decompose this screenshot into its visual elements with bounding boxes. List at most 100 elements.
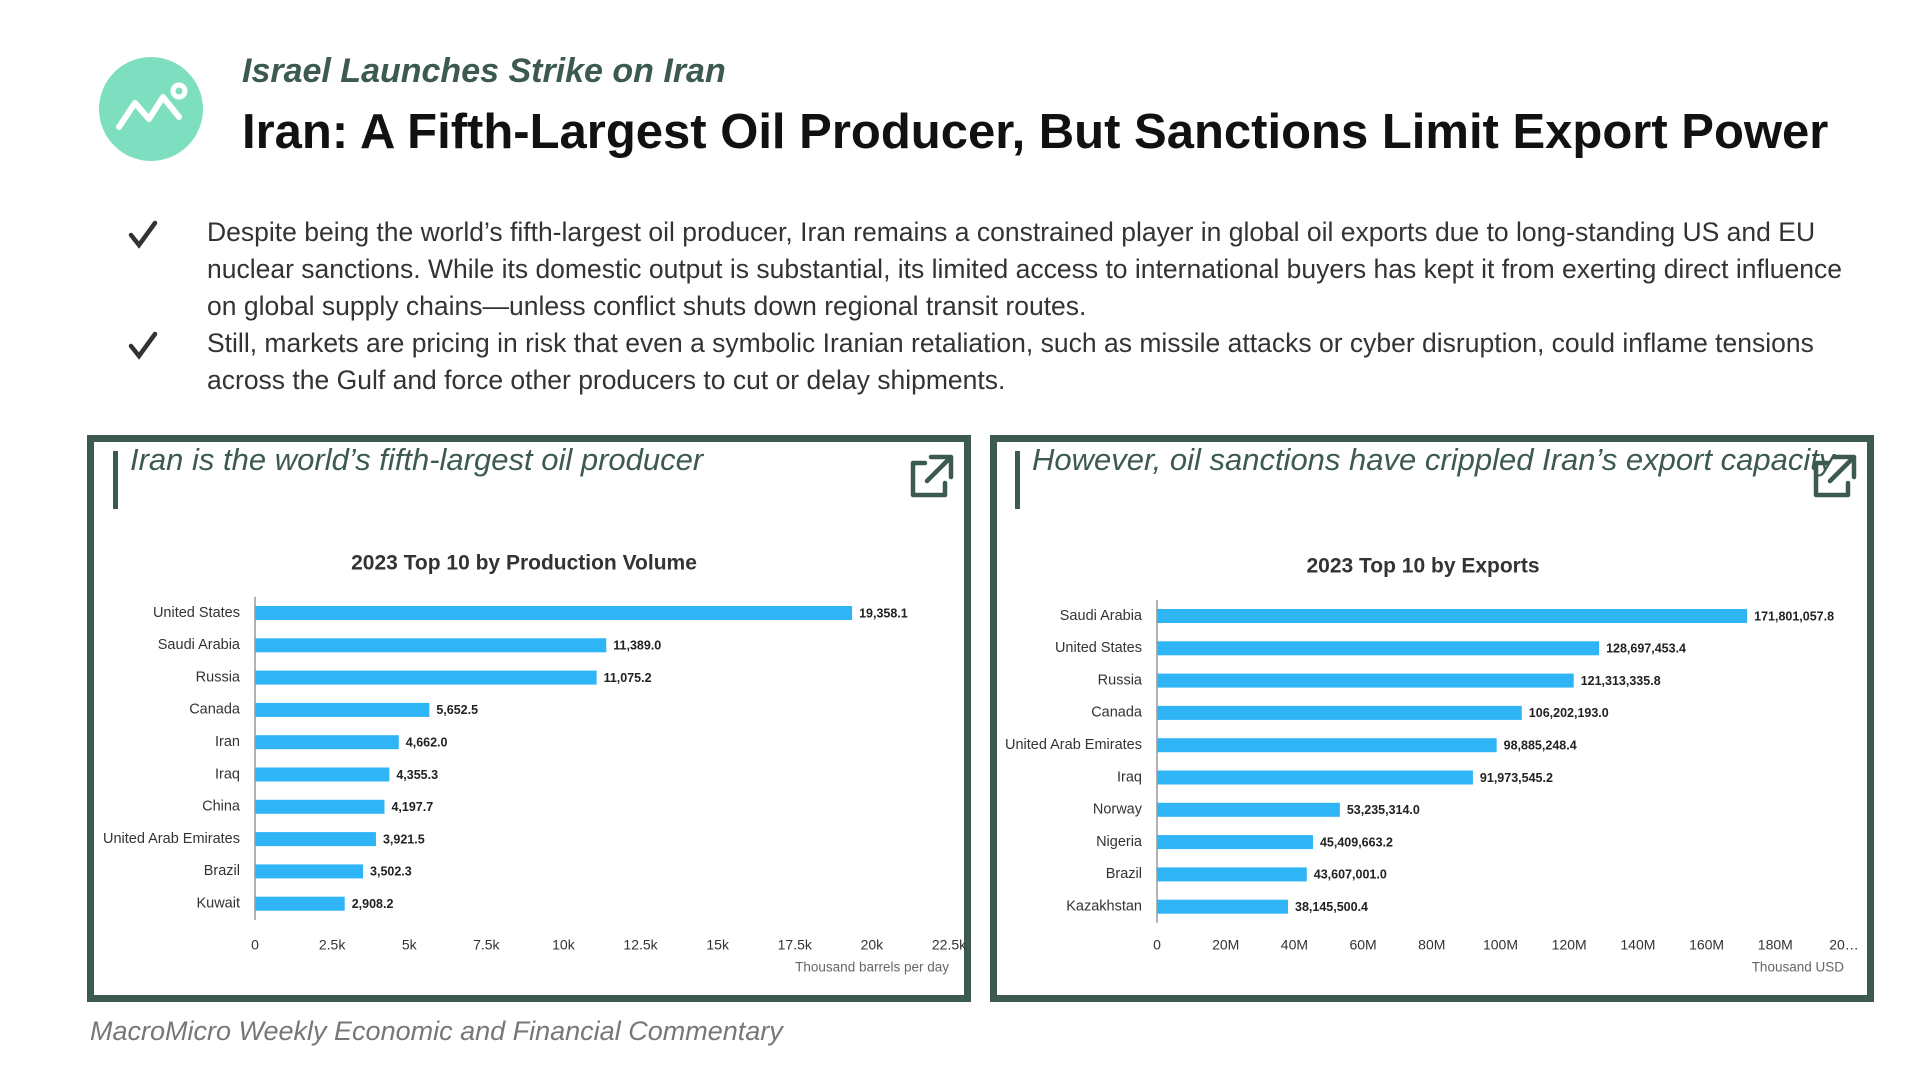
category-label: Kuwait	[196, 896, 240, 912]
x-tick-label: 0	[251, 937, 259, 953]
bar	[255, 896, 345, 911]
external-link-icon[interactable]	[910, 454, 954, 498]
x-tick-label: 120M	[1552, 937, 1587, 953]
x-tick-label: 40M	[1281, 937, 1308, 953]
x-tick-label: 20M	[1212, 937, 1239, 953]
bar	[1157, 673, 1574, 688]
x-tick-label: 7.5k	[473, 937, 500, 953]
bar	[255, 702, 430, 717]
value-label: 3,502.3	[370, 865, 412, 879]
category-label: Russia	[1098, 672, 1143, 688]
value-label: 4,197.7	[391, 800, 433, 814]
value-label: 98,885,248.4	[1504, 738, 1577, 752]
check-icon	[128, 220, 158, 249]
x-tick-label: 10k	[552, 937, 576, 953]
category-label: Iraq	[215, 766, 240, 782]
x-tick-label: 22.5k	[932, 937, 967, 953]
bar	[255, 767, 390, 782]
value-label: 91,973,545.2	[1480, 771, 1553, 785]
external-link-icon[interactable]	[1813, 454, 1857, 498]
logo-circle	[99, 57, 203, 161]
bar	[255, 670, 597, 685]
x-tick-label: 20…	[1829, 937, 1859, 953]
value-label: 53,235,314.0	[1347, 803, 1420, 817]
value-label: 4,355.3	[396, 768, 438, 782]
footer: MacroMicro Weekly Economic and Financial…	[90, 1016, 783, 1046]
bar	[255, 638, 607, 653]
value-label: 121,313,335.8	[1581, 674, 1661, 688]
bar	[1157, 899, 1289, 914]
bar	[1157, 705, 1522, 720]
bullet: Still, markets are pricing in risk that …	[207, 328, 1814, 395]
value-label: 171,801,057.8	[1754, 609, 1834, 623]
value-label: 38,145,500.4	[1295, 900, 1368, 914]
bar	[1157, 738, 1497, 753]
category-label: Saudi Arabia	[158, 637, 241, 653]
category-label: United States	[1055, 640, 1142, 656]
bar	[1157, 609, 1748, 623]
x-tick-label: 0	[1153, 937, 1161, 953]
x-tick-label: 17.5k	[778, 937, 813, 953]
chart-title: 2023 Top 10 by Production Volume	[351, 552, 697, 575]
x-tick-label: 20k	[861, 937, 885, 953]
x-tick-label: 100M	[1483, 937, 1518, 953]
x-axis-label: Thousand USD	[1752, 960, 1845, 975]
caption-bar	[113, 451, 118, 509]
value-label: 3,921.5	[383, 832, 425, 846]
chart-title: 2023 Top 10 by Exports	[1306, 555, 1539, 578]
bar	[1157, 641, 1600, 656]
x-tick-label: 140M	[1620, 937, 1655, 953]
x-tick-label: 12.5k	[623, 937, 658, 953]
bar	[255, 864, 364, 879]
bar	[1157, 835, 1313, 850]
x-tick-label: 5k	[402, 937, 418, 953]
category-label: Brazil	[204, 863, 240, 879]
x-tick-label: 60M	[1349, 937, 1376, 953]
check-icon	[128, 331, 158, 360]
logo-dot	[170, 82, 188, 100]
logo-line	[116, 94, 182, 130]
value-label: 19,358.1	[859, 606, 908, 620]
chart-panel: However, oil sanctions have crippled Ira…	[990, 435, 1874, 1002]
x-tick-label: 180M	[1758, 937, 1793, 953]
chart-panel: Iran is the world’s fifth-largest oil pr…	[87, 435, 971, 1002]
category-label: Saudi Arabia	[1060, 608, 1143, 624]
bar	[1157, 770, 1473, 785]
category-label: United States	[153, 605, 240, 621]
x-tick-label: 15k	[706, 937, 730, 953]
title: Iran: A Fifth-Largest Oil Producer, But …	[242, 105, 1829, 159]
x-axis-label: Thousand barrels per day	[795, 960, 949, 975]
category-label: Russia	[196, 669, 241, 685]
category-label: Norway	[1093, 802, 1143, 818]
logo	[99, 57, 203, 161]
category-label: United Arab Emirates	[1005, 737, 1142, 753]
value-label: 11,075.2	[604, 671, 652, 685]
bar	[255, 735, 399, 750]
bar	[1157, 867, 1307, 882]
category-label: China	[202, 799, 241, 815]
bar	[255, 606, 853, 620]
category-label: Canada	[189, 702, 241, 718]
value-label: 4,662.0	[406, 735, 448, 749]
value-label: 128,697,453.4	[1606, 642, 1686, 656]
x-tick-label: 80M	[1418, 937, 1445, 953]
category-label: Canada	[1091, 705, 1143, 721]
value-label: 43,607,001.0	[1314, 868, 1387, 882]
x-tick-label: 2.5k	[319, 937, 346, 953]
category-label: Nigeria	[1096, 834, 1143, 850]
check-path	[128, 331, 158, 360]
category-label: Brazil	[1106, 866, 1142, 882]
caption-bar	[1015, 451, 1020, 509]
panel-caption: However, oil sanctions have crippled Ira…	[1032, 442, 1837, 477]
category-label: Iraq	[1117, 769, 1142, 785]
value-label: 2,908.2	[352, 897, 394, 911]
check-path	[128, 220, 158, 249]
kicker: Israel Launches Strike on Iran	[242, 52, 726, 90]
value-label: 11,389.0	[613, 639, 661, 653]
category-label: United Arab Emirates	[103, 831, 240, 847]
category-label: Kazakhstan	[1066, 899, 1142, 915]
bar	[255, 799, 385, 814]
value-label: 45,409,663.2	[1320, 835, 1393, 849]
panel-border	[87, 435, 971, 1002]
